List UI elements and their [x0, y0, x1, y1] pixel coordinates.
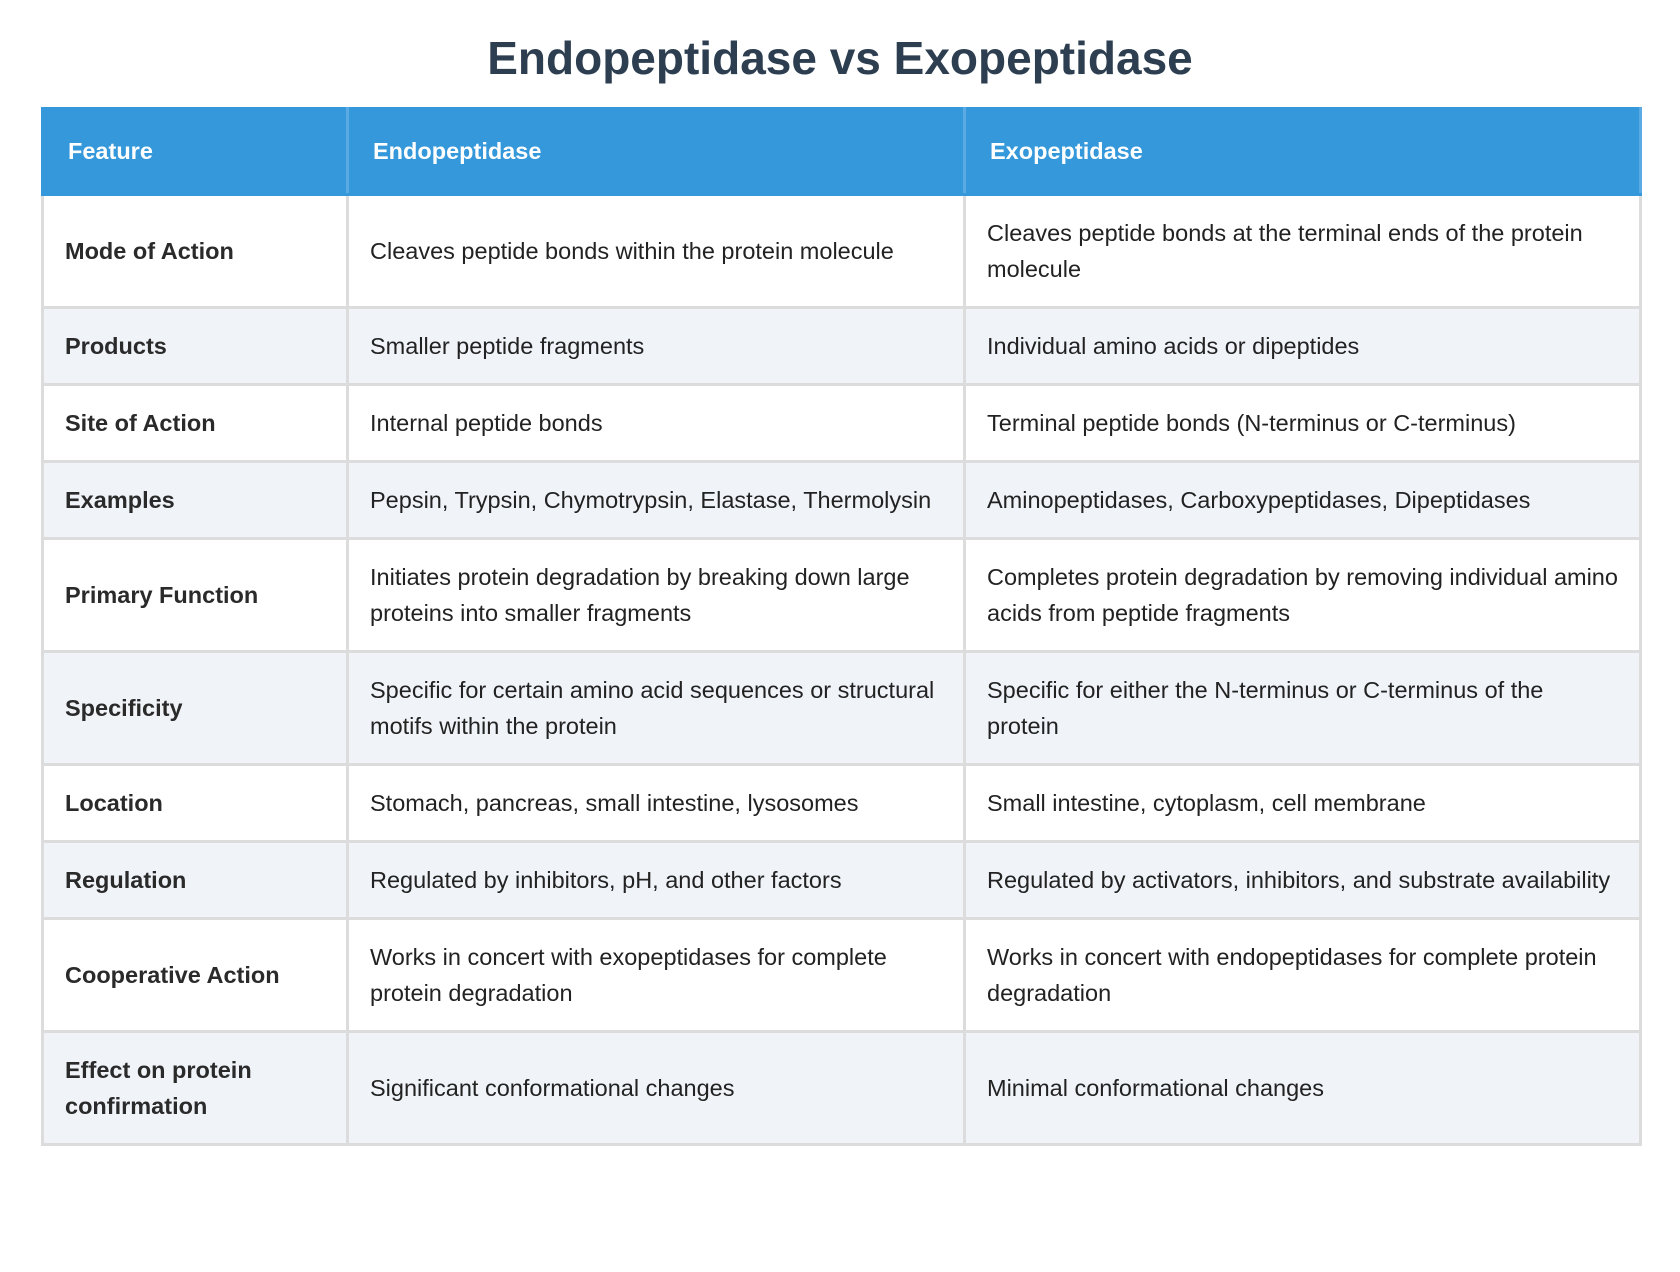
table-cell: Specific for certain amino acid sequence…	[346, 650, 966, 766]
feature-cell: Specificity	[41, 650, 349, 766]
feature-cell: Products	[41, 306, 349, 386]
column-header: Feature	[41, 107, 349, 196]
feature-cell: Site of Action	[41, 383, 349, 463]
table-row: Regulation Regulated by inhibitors, pH, a…	[41, 840, 1642, 920]
table-cell: Internal peptide bonds	[346, 383, 966, 463]
column-header: Endopeptidase	[346, 107, 966, 196]
table-row: Products Smaller peptide fragments Individ…	[41, 306, 1642, 386]
table-cell: Initiates protein degradation by breakin…	[346, 537, 966, 653]
feature-cell: Examples	[41, 460, 349, 540]
table-row: Cooperative Action Works in concert with …	[41, 917, 1642, 1033]
column-header: Exopeptidase	[963, 107, 1642, 196]
table-row: Specificity Specific for certain amino ac…	[41, 650, 1642, 766]
table-cell: Stomach, pancreas, small intestine, lyso…	[346, 763, 966, 843]
table-body: Mode of Action Cleaves peptide bonds with…	[41, 193, 1642, 1146]
feature-cell: Primary Function	[41, 537, 349, 653]
table-cell: Pepsin, Trypsin, Chymotrypsin, Elastase,…	[346, 460, 966, 540]
table-cell: Terminal peptide bonds (N-terminus or C-…	[963, 383, 1642, 463]
table-row: Location Stomach, pancreas, small intesti…	[41, 763, 1642, 843]
table-row: Mode of Action Cleaves peptide bonds with…	[41, 193, 1642, 309]
table-cell: Small intestine, cytoplasm, cell membran…	[963, 763, 1642, 843]
table-cell: Works in concert with exopeptidases for …	[346, 917, 966, 1033]
table-row: Effect on protein confirmation Significan…	[41, 1030, 1642, 1146]
table-cell: Completes protein degradation by removin…	[963, 537, 1642, 653]
feature-cell: Effect on protein confirmation	[41, 1030, 349, 1146]
table-row: Site of Action Internal peptide bonds Term…	[41, 383, 1642, 463]
table-cell: Regulated by activators, inhibitors, and…	[963, 840, 1642, 920]
table-cell: Smaller peptide fragments	[346, 306, 966, 386]
table-cell: Individual amino acids or dipeptides	[963, 306, 1642, 386]
table-cell: Minimal conformational changes	[963, 1030, 1642, 1146]
table-row: Examples Pepsin, Trypsin, Chymotrypsin, E…	[41, 460, 1642, 540]
page-title: Endopeptidase vs Exopeptidase	[487, 32, 1193, 84]
table-cell: Significant conformational changes	[346, 1030, 966, 1146]
table-cell: Cleaves peptide bonds within the protein…	[346, 193, 966, 309]
table-cell: Regulated by inhibitors, pH, and other f…	[346, 840, 966, 920]
feature-cell: Location	[41, 763, 349, 843]
table-row: Primary Function Initiates protein degrad…	[41, 537, 1642, 653]
table-cell: Works in concert with endopeptidases for…	[963, 917, 1642, 1033]
table-cell: Aminopeptidases, Carboxypeptidases, Dipe…	[963, 460, 1642, 540]
feature-cell: Cooperative Action	[41, 917, 349, 1033]
feature-cell: Regulation	[41, 840, 349, 920]
table-cell: Specific for either the N-terminus or C-…	[963, 650, 1642, 766]
feature-cell: Mode of Action	[41, 193, 349, 309]
header-row: Feature Endopeptidase Exopeptidase	[41, 107, 1642, 196]
comparison-table: Feature Endopeptidase Exopeptidase Mode of…	[41, 107, 1642, 1146]
table-cell: Cleaves peptide bonds at the terminal en…	[963, 193, 1642, 309]
